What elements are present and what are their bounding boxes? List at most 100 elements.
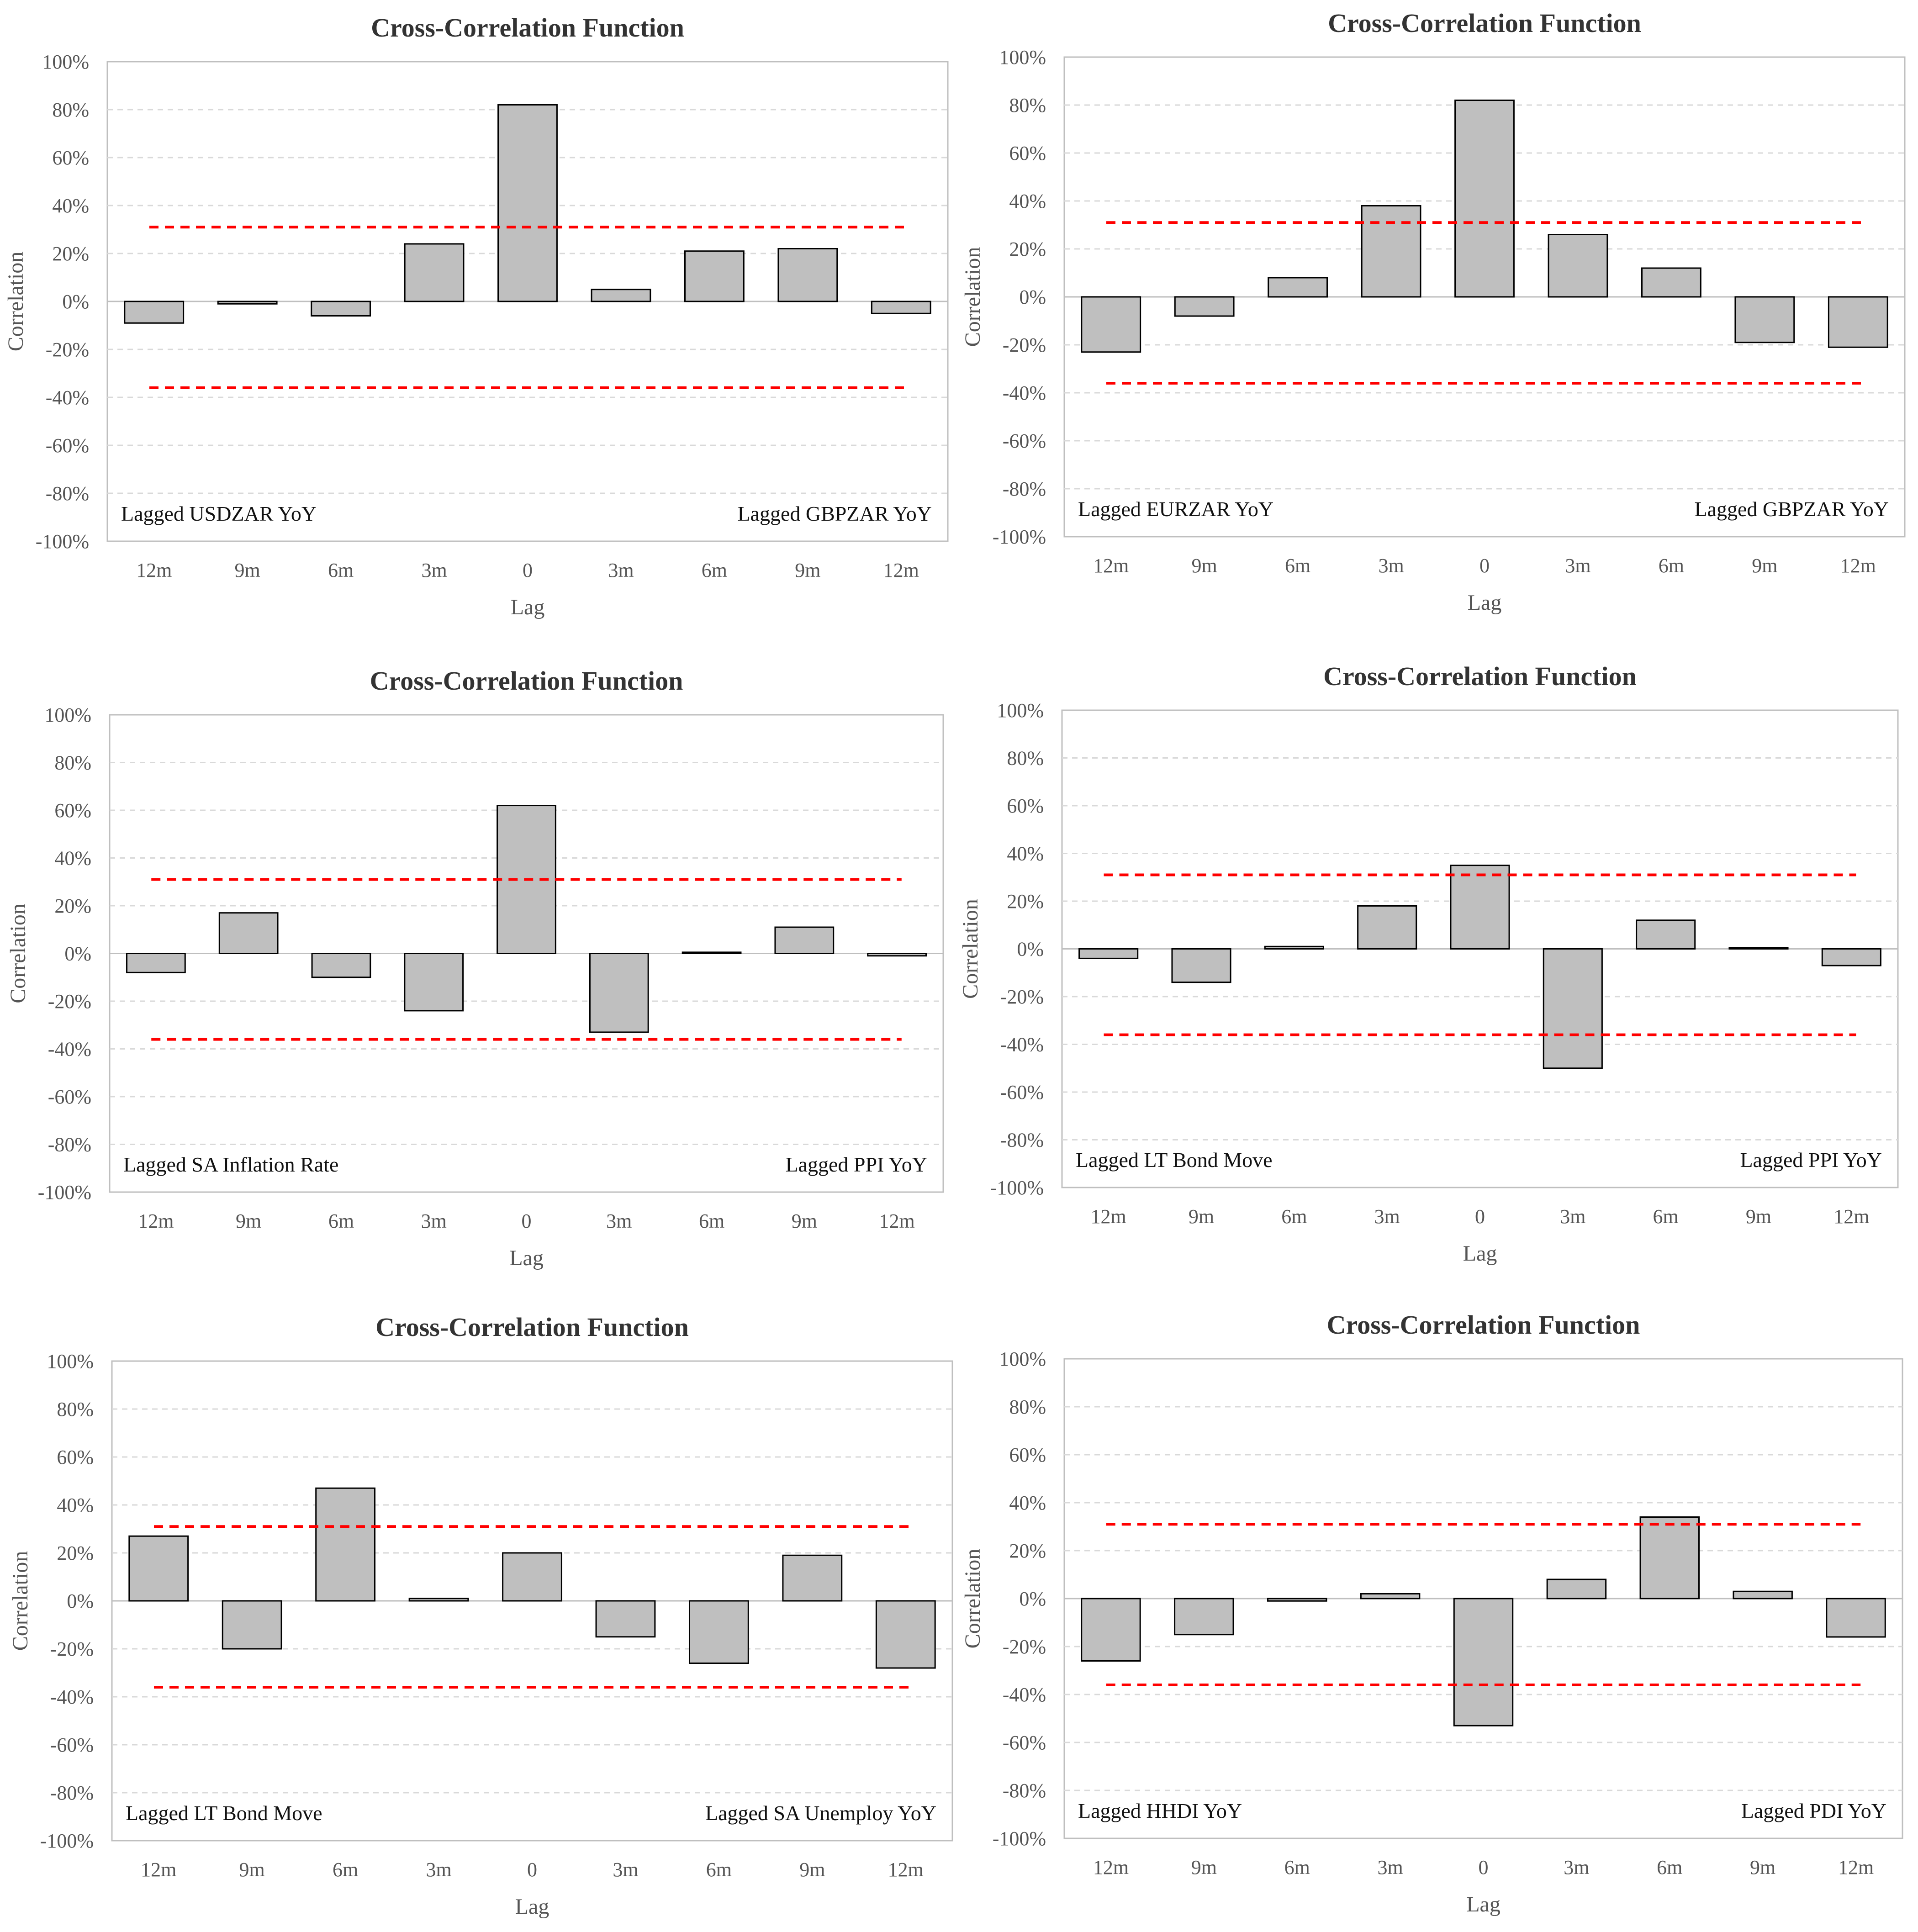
x-tick-label: 3m bbox=[1565, 554, 1590, 577]
y-tick-label: -60% bbox=[1003, 430, 1046, 452]
bar bbox=[1171, 948, 1231, 983]
bar bbox=[1267, 1598, 1327, 1602]
chart-title: Cross-Correlation Function bbox=[371, 13, 684, 42]
x-tick-label: 3m bbox=[608, 559, 634, 581]
y-tick-label: 60% bbox=[1009, 142, 1046, 164]
y-axis-label: Correlation bbox=[4, 252, 28, 352]
y-tick-label: 0% bbox=[64, 943, 91, 965]
bar bbox=[1828, 296, 1888, 348]
x-tick-label: 3m bbox=[1377, 1856, 1403, 1879]
y-tick-label: -100% bbox=[40, 1830, 94, 1852]
y-tick-label: 20% bbox=[52, 243, 89, 265]
bar bbox=[404, 953, 464, 1012]
bar bbox=[1636, 919, 1696, 950]
bar bbox=[1264, 945, 1324, 950]
bar bbox=[1081, 296, 1141, 353]
y-tick-label: 100% bbox=[44, 704, 91, 726]
x-tick-label: 12m bbox=[141, 1858, 176, 1881]
y-tick-label: 80% bbox=[1007, 747, 1044, 770]
y-tick-label: -100% bbox=[36, 530, 89, 553]
y-tick-label: 40% bbox=[52, 195, 89, 217]
x-tick-label: 9m bbox=[1750, 1856, 1775, 1879]
chart-panel-5: Cross-Correlation Function 100% 80% 60% 40% 2… bbox=[8, 1312, 953, 1919]
bar bbox=[1360, 1593, 1421, 1599]
y-tick-label: 20% bbox=[1007, 890, 1044, 913]
y-tick-label: 60% bbox=[1007, 795, 1044, 817]
bar bbox=[1078, 948, 1139, 959]
y-tick-label: 0% bbox=[62, 290, 89, 313]
x-tick-label: 12m bbox=[136, 559, 172, 581]
y-tick-label: 40% bbox=[54, 847, 91, 870]
bar bbox=[1546, 1578, 1607, 1599]
y-tick-label: 100% bbox=[42, 51, 89, 73]
bar bbox=[1733, 1590, 1793, 1599]
bar bbox=[871, 301, 931, 314]
x-axis-label: Lag bbox=[1468, 591, 1502, 615]
x-tick-label: 0 bbox=[1475, 1205, 1485, 1228]
bar bbox=[1728, 947, 1789, 950]
y-tick-label: -100% bbox=[993, 526, 1046, 548]
x-tick-label: 3m bbox=[613, 1858, 638, 1881]
y-axis-label: Correlation bbox=[961, 247, 985, 347]
bar bbox=[1641, 267, 1701, 298]
y-tick-label: -60% bbox=[1000, 1081, 1044, 1103]
y-tick-label: -100% bbox=[990, 1177, 1044, 1199]
bar bbox=[218, 912, 279, 955]
y-tick-label: 80% bbox=[57, 1398, 94, 1420]
x-axis-label: Lag bbox=[515, 1895, 550, 1919]
bar bbox=[217, 301, 278, 305]
bar bbox=[311, 953, 371, 978]
chart-title: Cross-Correlation Function bbox=[1323, 661, 1637, 691]
bar bbox=[408, 1598, 469, 1602]
y-tick-label: -20% bbox=[46, 338, 89, 361]
bar bbox=[867, 953, 927, 957]
right-series-label: Lagged PPI YoY bbox=[785, 1153, 927, 1176]
x-tick-label: 3m bbox=[1374, 1205, 1400, 1228]
x-tick-label: 9m bbox=[799, 1858, 825, 1881]
x-tick-label: 6m bbox=[1285, 554, 1310, 577]
x-axis-label: Lag bbox=[511, 595, 545, 619]
bar bbox=[1821, 948, 1881, 966]
y-tick-label: -100% bbox=[993, 1827, 1046, 1850]
chart-panel-6: Cross-Correlation Function 100% 80% 60% 40% 2… bbox=[961, 1310, 1903, 1916]
x-tick-label: 3m bbox=[421, 1210, 447, 1232]
y-tick-label: 60% bbox=[57, 1446, 94, 1468]
x-axis-label: Lag bbox=[1466, 1892, 1501, 1916]
y-tick-label: 100% bbox=[999, 1348, 1046, 1370]
bar bbox=[315, 1487, 376, 1602]
bar bbox=[126, 953, 186, 973]
x-tick-label: 12m bbox=[879, 1210, 914, 1232]
y-tick-label: 100% bbox=[47, 1350, 94, 1372]
chart-title: Cross-Correlation Function bbox=[1328, 8, 1641, 38]
bar bbox=[595, 1600, 656, 1638]
y-axis-label: Correlation bbox=[961, 1549, 985, 1649]
x-tick-label: 0 bbox=[527, 1858, 537, 1881]
bar bbox=[1174, 296, 1235, 317]
bar bbox=[1450, 865, 1510, 950]
bar bbox=[124, 301, 185, 324]
left-series-label: Lagged EURZAR YoY bbox=[1078, 497, 1273, 521]
x-tick-label: 12m bbox=[1838, 1856, 1874, 1879]
y-tick-label: 60% bbox=[54, 799, 91, 822]
left-series-label: Lagged HHDI YoY bbox=[1078, 1799, 1242, 1822]
x-tick-label: 6m bbox=[699, 1210, 724, 1232]
bar bbox=[497, 104, 558, 302]
y-tick-label: 20% bbox=[1009, 1540, 1046, 1562]
x-tick-label: 6m bbox=[1281, 1205, 1307, 1228]
bar bbox=[782, 1554, 843, 1602]
x-tick-label: 12m bbox=[1833, 1205, 1869, 1228]
y-tick-label: 0% bbox=[1019, 1588, 1046, 1610]
x-tick-label: 12m bbox=[1091, 1205, 1126, 1228]
x-tick-label: 9m bbox=[236, 1210, 261, 1232]
bar bbox=[875, 1600, 936, 1669]
x-tick-label: 6m bbox=[706, 1858, 732, 1881]
bar bbox=[682, 951, 742, 954]
y-tick-label: -80% bbox=[1003, 1779, 1046, 1802]
y-tick-label: -80% bbox=[1000, 1129, 1044, 1151]
y-tick-label: 20% bbox=[54, 895, 91, 917]
bar bbox=[589, 953, 649, 1033]
left-series-label: Lagged LT Bond Move bbox=[1076, 1148, 1273, 1172]
x-tick-label: 6m bbox=[333, 1858, 358, 1881]
bar bbox=[1548, 234, 1608, 298]
